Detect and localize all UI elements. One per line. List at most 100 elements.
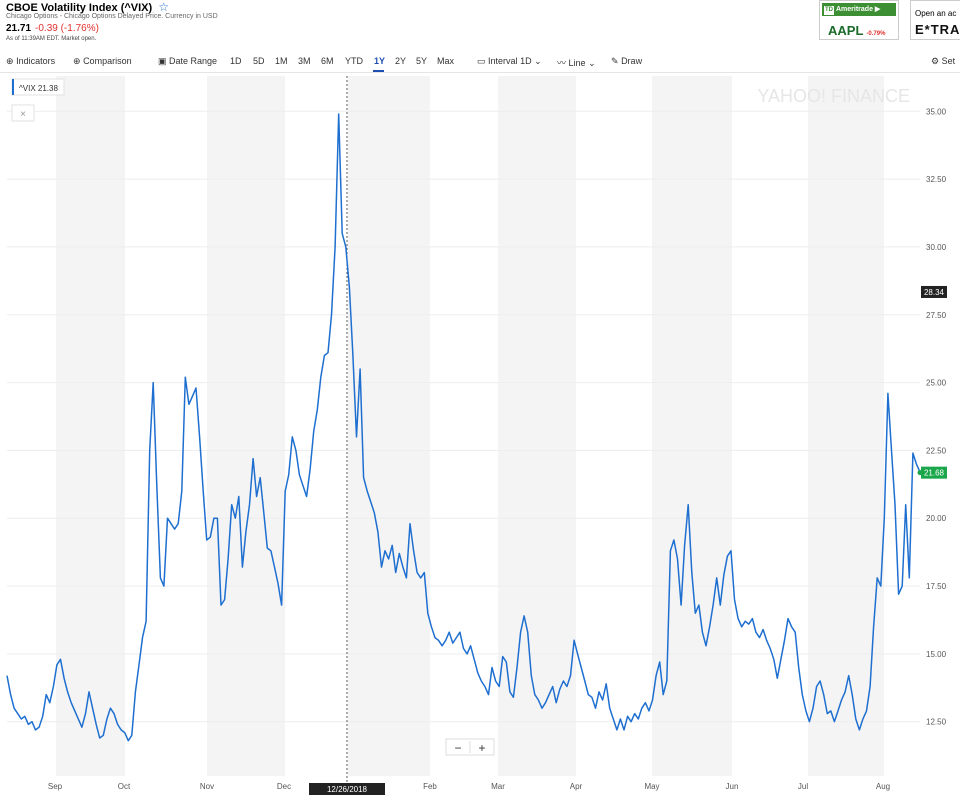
crosshair-value-badge (921, 285, 947, 298)
zoom-in-button[interactable]: + (478, 741, 485, 755)
broker-ad[interactable]: TD Ameritrade ▶ AAPL -0.79% (819, 0, 899, 40)
y-tick-label: 27.50 (926, 311, 947, 320)
x-tick-label: Jul (798, 782, 808, 791)
range-1m[interactable]: 1M (275, 56, 288, 66)
y-axis-ticks: 12.50 15.00 17.50 20.00 22.50 25.00 27.50 30.00… (926, 107, 947, 726)
range-ytd[interactable]: YTD (345, 56, 363, 66)
y-tick-label: 35.00 (926, 107, 947, 116)
plus-circle-icon: ⊕ (6, 56, 14, 66)
settings-button[interactable]: ⚙ Set (931, 56, 955, 67)
quote-title: CBOE Volatility Index (^VIX) ☆ (6, 0, 169, 14)
quote-timestamp: As of 11:39AM EDT. Market open. (6, 36, 97, 42)
interval-label: Interval (488, 56, 518, 66)
quote-subtitle: Chicago Options - Chicago Options Delaye… (6, 13, 218, 20)
ad-ticker-change: -0.79% (866, 31, 886, 37)
broker-ad-ticker: AAPL -0.79% (828, 23, 885, 38)
quote-price: 21.71 -0.39 (-1.76%) (6, 23, 99, 34)
y-tick-label: 22.50 (926, 446, 947, 455)
x-tick-label: Sep (48, 782, 63, 791)
broker-ad-bar: TD Ameritrade ▶ (822, 3, 896, 16)
y-tick-label: 17.50 (926, 582, 947, 591)
date-range-button[interactable]: ▣ Date Range (158, 56, 217, 67)
range-1y[interactable]: 1Y (374, 56, 386, 66)
broker-logo-icon: TD (824, 6, 834, 15)
etrade-ad-text: Open an ac (915, 9, 957, 18)
star-icon[interactable]: ☆ (158, 0, 169, 14)
calendar-icon: ▣ (158, 56, 167, 66)
x-tick-label: Feb (423, 782, 437, 791)
vix-line-chart[interactable]: YAHOO! FINANCE 12.50 15.00 17.50 20.00 22.50… (0, 72, 960, 806)
y-tick-label: 30.00 (926, 243, 947, 252)
y-tick-label: 15.00 (926, 650, 947, 659)
grid-lines (7, 110, 920, 723)
quote-title-text: CBOE Volatility Index (^VIX) (6, 2, 153, 14)
line-type-dropdown[interactable]: 〰 Line ⌄ (557, 56, 596, 69)
plus-circle-icon: ⊕ (73, 56, 81, 66)
month-band (808, 76, 884, 776)
x-tick-label: Nov (200, 782, 214, 791)
crosshair-value-label: 28.34 (924, 288, 945, 297)
gear-icon: ⚙ (931, 56, 940, 66)
draw-label: Draw (621, 56, 643, 66)
x-tick-label: Aug (876, 782, 890, 791)
line-chart-icon: 〰 (557, 58, 567, 68)
range-5d[interactable]: 5D (253, 56, 265, 66)
indicators-button[interactable]: ⊕ Indicators (6, 56, 55, 67)
broker-name: Ameritrade (836, 6, 873, 13)
pencil-icon: ✎ (611, 56, 619, 66)
etrade-ad[interactable]: Open an ac E*TRA (910, 0, 960, 40)
play-icon: ▶ (874, 6, 881, 13)
chart-toolbar: ⊕ Indicators ⊕ Comparison ▣ Date Range 1… (0, 52, 960, 73)
y-tick-label: 32.50 (926, 175, 947, 184)
month-band (207, 76, 285, 776)
range-1d[interactable]: 1D (230, 56, 242, 66)
legend: ^VIX 21.38 (11, 78, 65, 96)
x-tick-label: Apr (570, 782, 583, 791)
x-tick-label: May (644, 782, 659, 791)
price-value: 21.71 (6, 23, 32, 34)
date-range-label: Date Range (169, 56, 218, 66)
range-6m[interactable]: 6M (321, 56, 334, 66)
y-tick-label: 12.50 (926, 718, 947, 727)
crosshair-date-label: 12/26/2018 (327, 785, 368, 794)
month-band (498, 76, 576, 776)
legend-swatch (12, 79, 14, 95)
comparison-button[interactable]: ⊕ Comparison (73, 56, 132, 67)
crosshair-date-badge (309, 783, 385, 795)
watermark-yahoo: YAHOO! FINANCE (757, 86, 910, 106)
x-tick-label: Jun (726, 782, 739, 791)
quote-header: CBOE Volatility Index (^VIX) ☆ Chicago Op… (0, 0, 960, 50)
close-icon: × (20, 109, 26, 120)
comparison-label: Comparison (83, 56, 132, 66)
interval-dropdown[interactable]: ▭ Interval 1D ⌄ (477, 56, 542, 67)
ad-ticker-symbol: AAPL (828, 23, 864, 38)
x-axis-ticks: Sep Oct Nov Dec Feb Mar Apr May Jun Jul Aug (48, 782, 890, 791)
chevron-down-icon: ⌄ (588, 58, 596, 68)
x-tick-label: Oct (118, 782, 131, 791)
last-value-badge (921, 466, 947, 479)
month-band (652, 76, 732, 776)
y-tick-label: 25.00 (926, 379, 947, 388)
interval-value: 1D (520, 56, 532, 66)
zoom-controls: − + (445, 738, 495, 756)
etrade-ad-brand: E*TRA (915, 22, 960, 37)
range-max[interactable]: Max (437, 56, 455, 66)
y-tick-label: 20.00 (926, 514, 947, 523)
range-3m[interactable]: 3M (298, 56, 311, 66)
month-band (348, 76, 430, 776)
interval-icon: ▭ (477, 56, 486, 66)
draw-button[interactable]: ✎ Draw (611, 56, 642, 67)
legend-label: ^VIX 21.38 (19, 84, 58, 93)
price-change: -0.39 (-1.76%) (35, 23, 99, 34)
line-type-label: Line (568, 58, 586, 68)
series-vix-line (6, 113, 921, 742)
settings-label: Set (941, 56, 956, 66)
month-band (56, 76, 125, 776)
zoom-out-button[interactable]: − (454, 741, 461, 755)
legend-close-button[interactable]: × (11, 104, 35, 122)
range-2y[interactable]: 2Y (395, 56, 407, 66)
x-tick-label: Mar (491, 782, 505, 791)
last-value-dot (917, 470, 923, 476)
active-range-underline (373, 70, 384, 72)
range-5y[interactable]: 5Y (416, 56, 428, 66)
